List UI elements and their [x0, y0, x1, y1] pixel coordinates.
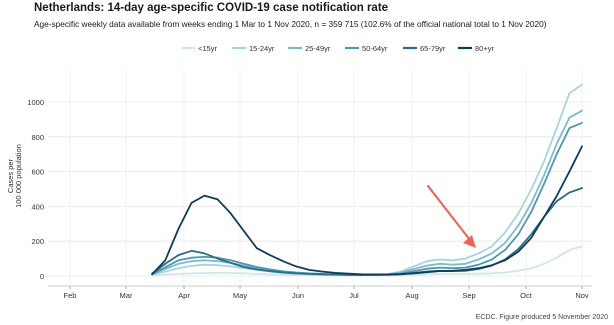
legend-entry: 25-49yr — [305, 44, 331, 53]
arrow-shaft — [426, 184, 472, 242]
y-tick-label: 0 — [40, 272, 44, 281]
y-tick-label: 600 — [31, 168, 44, 177]
y-tick-label: 400 — [31, 202, 44, 211]
y-tick-label: 200 — [31, 237, 44, 246]
x-tick-label: Nov — [575, 291, 589, 300]
series-line-5 — [151, 145, 583, 276]
legend-entry: <15yr — [198, 44, 217, 53]
figure-credit: ECDC. Figure produced 5 November 2020 — [475, 314, 608, 321]
x-tick-label: May — [233, 291, 247, 300]
chart-subtitle: Age-specific weekly data available from … — [34, 19, 547, 29]
x-tick-label: Jun — [292, 291, 304, 300]
legend-entry: 80+yr — [475, 44, 494, 53]
x-tick-label: Jul — [349, 291, 359, 300]
legend-entry: 15-24yr — [249, 44, 275, 53]
grid — [48, 70, 592, 287]
arrow-head — [463, 235, 476, 248]
x-tick-label: Feb — [64, 291, 77, 300]
x-tick-label: Aug — [405, 291, 418, 300]
legend: <15yr 15-24yr 25-49yr 50-64yr 65-79yr 80+yr — [181, 44, 494, 53]
x-axis: Feb Mar Apr May Jun Jul Aug Sep Oct Nov — [64, 286, 589, 300]
y-tick-label: 800 — [31, 133, 44, 142]
y-tick-label: 1000 — [27, 98, 44, 107]
y-axis: 0 200 400 600 800 1000 — [27, 98, 44, 281]
x-tick-label: Oct — [520, 291, 533, 300]
annotation-arrow — [426, 184, 476, 248]
x-tick-label: Mar — [120, 291, 133, 300]
legend-entry: 50-64yr — [362, 44, 388, 53]
x-tick-label: Sep — [462, 291, 475, 300]
series-line-1 — [151, 83, 583, 277]
x-tick-label: Apr — [178, 291, 190, 300]
chart-title: Netherlands: 14-day age-specific COVID-1… — [34, 2, 389, 14]
y-axis-label-line1: Cases per — [6, 158, 15, 193]
series-lines — [151, 83, 583, 277]
legend-entry: 65-79yr — [420, 44, 446, 53]
y-axis-label-line2: 100 000 population — [14, 144, 23, 208]
